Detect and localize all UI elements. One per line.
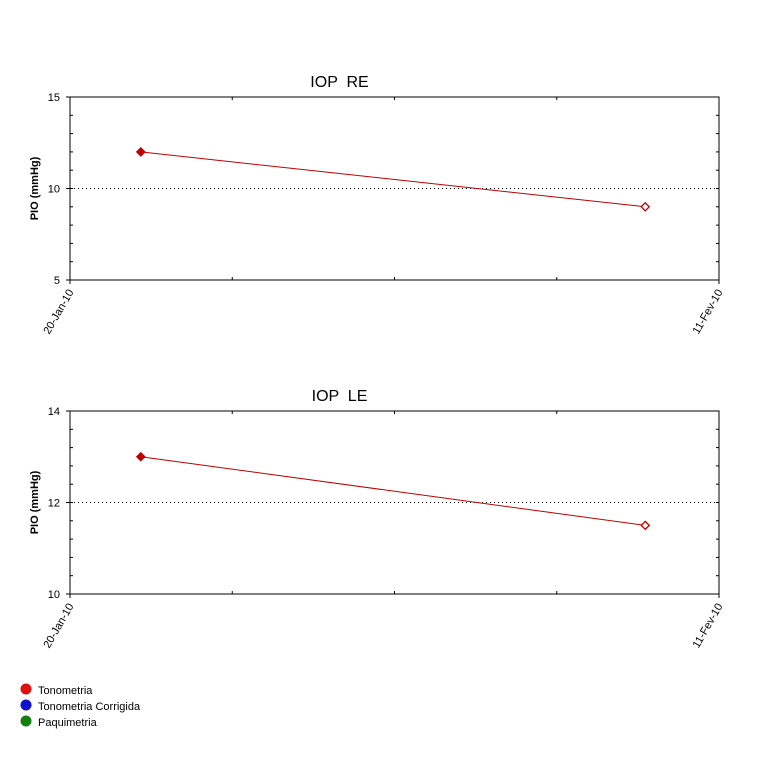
data-point — [135, 146, 146, 157]
y-tick-label: 14 — [48, 406, 60, 418]
data-point — [640, 201, 651, 212]
y-tick-label: 12 — [48, 498, 60, 510]
series-line — [140, 456, 646, 526]
x-tick-label: 20-Jan-10 — [41, 602, 76, 651]
x-tick-label: 11-Fev-10 — [691, 602, 726, 651]
chart-title: IOP LE — [312, 388, 368, 405]
y-tick-label: 15 — [48, 92, 60, 104]
legend-swatch — [20, 715, 32, 727]
data-point — [640, 520, 651, 531]
y-axis-label: PIO (mmHg) — [29, 470, 41, 534]
legend-label: Paquimetria — [38, 717, 98, 729]
y-tick-label: 10 — [48, 184, 60, 196]
legend-label: Tonometria Corrigida — [38, 701, 141, 713]
x-tick-label: 20-Jan-10 — [41, 288, 76, 337]
x-tick-label: 11-Fev-10 — [691, 288, 726, 337]
series-line — [140, 151, 646, 208]
legend-label: Tonometria — [38, 685, 93, 697]
y-tick-label: 5 — [54, 275, 60, 287]
legend-swatch — [20, 683, 32, 695]
y-axis-label: PIO (mmHg) — [29, 156, 41, 220]
chart-title: IOP RE — [310, 74, 368, 91]
data-point — [135, 451, 146, 462]
legend-swatch — [20, 699, 32, 711]
y-tick-label: 10 — [48, 589, 60, 601]
